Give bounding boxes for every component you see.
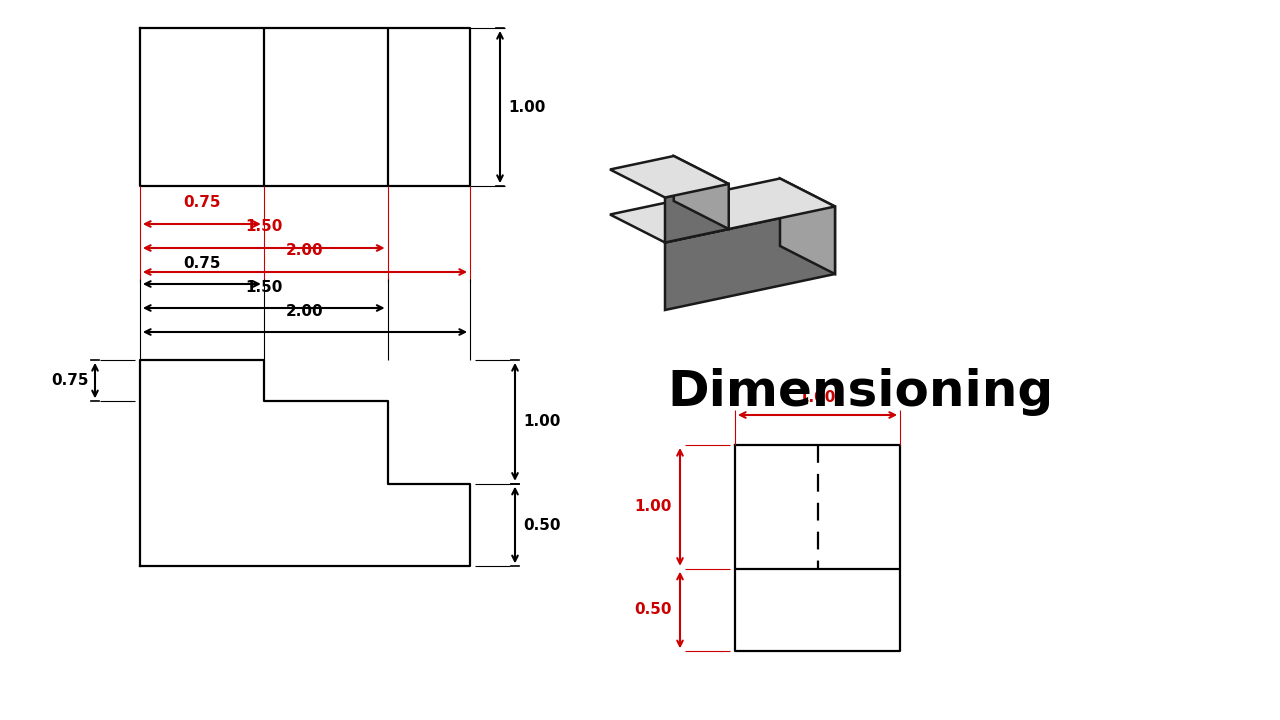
Text: Dimensioning: Dimensioning — [667, 368, 1053, 416]
Text: 1.50: 1.50 — [244, 280, 283, 295]
Text: 1.50: 1.50 — [244, 219, 283, 234]
Polygon shape — [611, 179, 835, 243]
Text: 0.50: 0.50 — [635, 603, 672, 618]
Polygon shape — [780, 179, 835, 274]
Text: 1.00: 1.00 — [508, 99, 545, 114]
Text: 2.00: 2.00 — [287, 304, 324, 319]
Polygon shape — [673, 156, 728, 229]
Text: 1.00: 1.00 — [524, 415, 561, 429]
Text: 1.00: 1.00 — [635, 500, 672, 514]
Text: 1.00: 1.00 — [799, 390, 836, 405]
Text: 0.75: 0.75 — [51, 373, 90, 388]
Text: 0.75: 0.75 — [183, 195, 220, 210]
Polygon shape — [666, 184, 728, 243]
Text: 2.00: 2.00 — [287, 243, 324, 258]
Text: 0.75: 0.75 — [183, 256, 220, 271]
Polygon shape — [611, 156, 728, 197]
Text: 0.50: 0.50 — [524, 518, 561, 533]
Polygon shape — [666, 207, 835, 310]
